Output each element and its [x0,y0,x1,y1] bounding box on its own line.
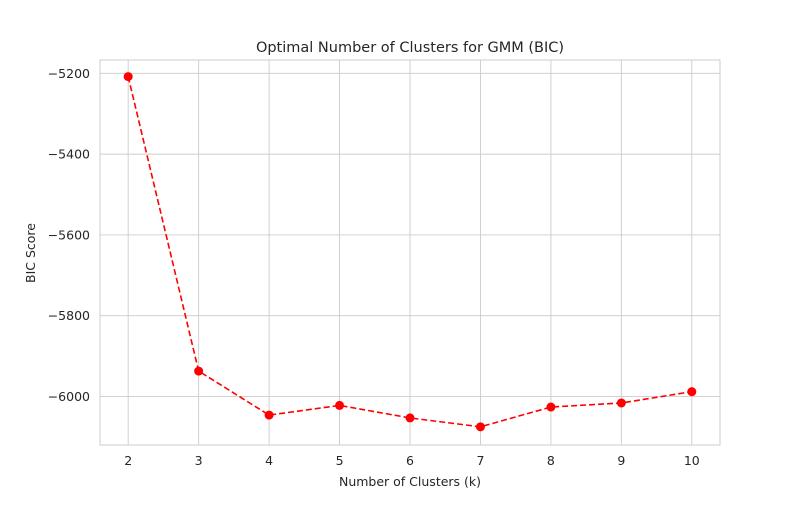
grid-layer [100,60,720,445]
y-tick-label: −5600 [48,227,90,242]
y-tick-label: −5200 [48,66,90,81]
x-tick-label: 6 [406,453,414,468]
x-tick-label: 4 [265,453,273,468]
data-point [405,413,415,423]
x-tick-label: 9 [617,453,625,468]
data-point [687,387,697,397]
data-point [123,72,133,82]
data-point [335,400,345,410]
x-tick-label: 7 [476,453,484,468]
x-axis-label: Number of Clusters (k) [339,474,481,489]
x-tick-label: 8 [547,453,555,468]
y-tick-labels: −6000 −5800 −5600 −5400 −5200 [48,66,90,404]
y-axis-label: BIC Score [23,223,38,283]
chart-title: Optimal Number of Clusters for GMM (BIC) [256,40,564,56]
x-tick-label: 5 [336,453,344,468]
plot-frame [99,59,721,446]
x-tick-label: 10 [684,453,700,468]
x-tick-labels: 2 3 4 5 6 7 8 9 10 [124,453,700,468]
data-point [616,398,626,408]
y-tick-label: −6000 [48,389,90,404]
data-point [194,366,204,376]
series-layer [123,72,697,432]
data-point [475,422,485,432]
data-point [264,410,274,420]
x-tick-label: 3 [195,453,203,468]
data-point [546,402,556,412]
x-tick-label: 2 [124,453,132,468]
y-tick-label: −5800 [48,308,90,323]
y-tick-label: −5400 [48,147,90,162]
